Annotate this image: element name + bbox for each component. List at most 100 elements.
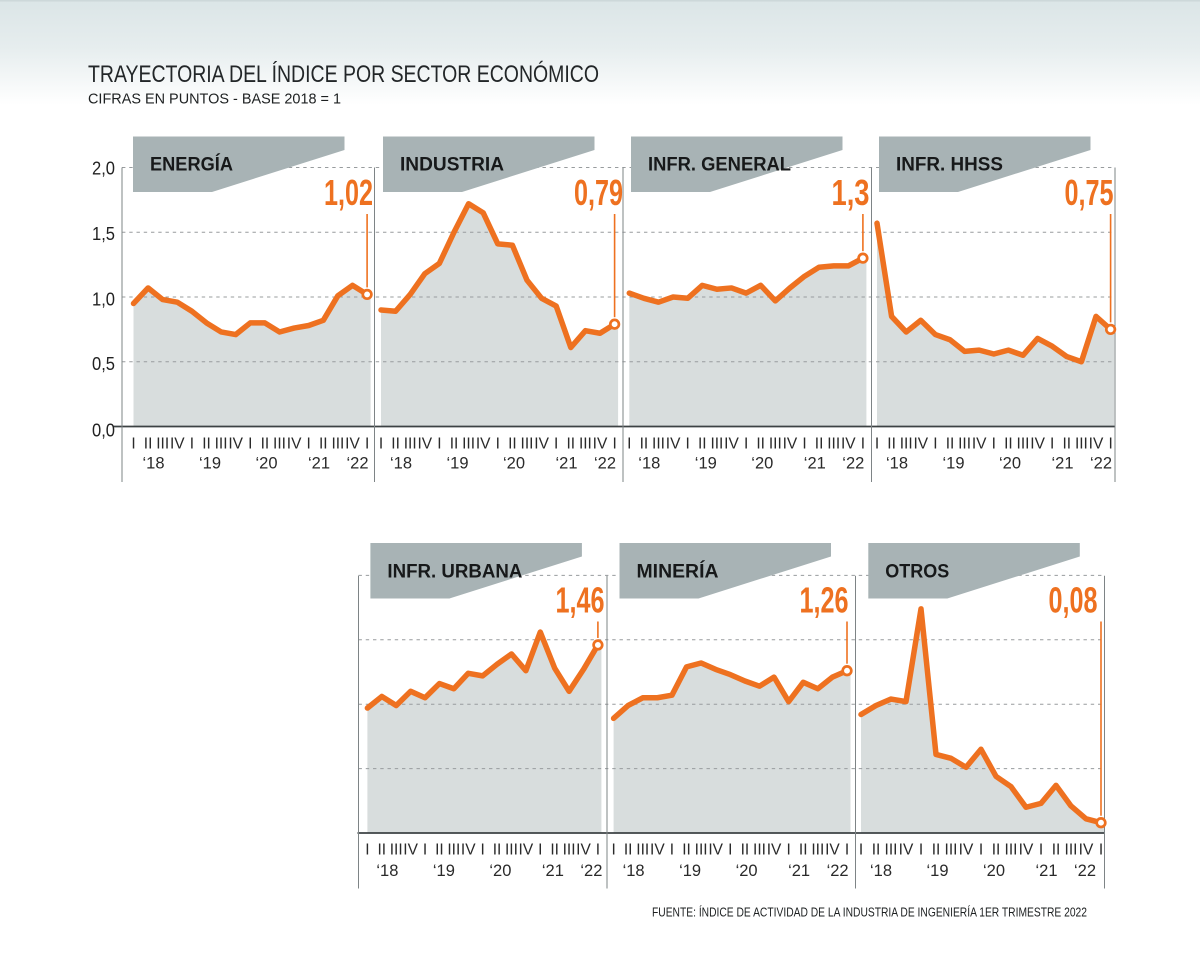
svg-text:I: I xyxy=(802,435,806,452)
svg-text:‘19: ‘19 xyxy=(446,455,468,473)
svg-text:MINERÍA: MINERÍA xyxy=(637,561,719,583)
svg-text:OTROS: OTROS xyxy=(885,562,949,583)
svg-text:ENERGÍA: ENERGÍA xyxy=(150,154,233,176)
svg-text:III: III xyxy=(447,842,460,859)
svg-text:I: I xyxy=(611,842,615,859)
svg-text:‘20: ‘20 xyxy=(736,862,758,880)
svg-text:‘22: ‘22 xyxy=(827,862,849,880)
svg-text:I: I xyxy=(190,435,194,452)
svg-text:‘18: ‘18 xyxy=(142,455,164,473)
svg-text:IV: IV xyxy=(913,435,928,452)
svg-text:III: III xyxy=(636,842,649,859)
svg-text:‘18: ‘18 xyxy=(390,455,412,473)
svg-text:0,08: 0,08 xyxy=(1049,580,1098,621)
svg-text:III: III xyxy=(753,842,766,859)
svg-text:II: II xyxy=(815,435,824,452)
svg-text:TRAYECTORIA DEL ÍNDICE POR SEC: TRAYECTORIA DEL ÍNDICE POR SECTOR ECONÓM… xyxy=(88,61,599,88)
svg-text:I: I xyxy=(538,842,542,859)
svg-text:I: I xyxy=(365,435,369,452)
svg-text:1,0: 1,0 xyxy=(92,290,115,310)
svg-text:I: I xyxy=(845,842,849,859)
svg-text:IV: IV xyxy=(170,435,185,452)
svg-text:I: I xyxy=(859,842,863,859)
svg-text:IV: IV xyxy=(708,842,723,859)
svg-text:1,02: 1,02 xyxy=(324,172,373,213)
svg-text:I: I xyxy=(480,842,484,859)
svg-text:I: I xyxy=(248,435,252,452)
svg-text:‘19: ‘19 xyxy=(679,862,701,880)
svg-text:IV: IV xyxy=(403,842,418,859)
svg-text:III: III xyxy=(827,435,840,452)
svg-text:‘19: ‘19 xyxy=(695,455,717,473)
svg-text:‘19: ‘19 xyxy=(433,862,455,880)
svg-text:I: I xyxy=(1099,842,1103,859)
svg-text:IV: IV xyxy=(576,842,591,859)
svg-text:I: I xyxy=(496,435,500,452)
svg-text:II: II xyxy=(932,842,941,859)
svg-text:II: II xyxy=(1062,435,1071,452)
svg-text:‘21: ‘21 xyxy=(555,455,577,473)
svg-text:‘20: ‘20 xyxy=(751,455,773,473)
svg-text:IV: IV xyxy=(287,435,302,452)
svg-text:0,75: 0,75 xyxy=(1065,172,1114,213)
svg-text:INFR. GENERAL: INFR. GENERAL xyxy=(648,155,791,176)
svg-text:II: II xyxy=(1004,435,1013,452)
svg-text:‘20: ‘20 xyxy=(255,455,277,473)
svg-text:IV: IV xyxy=(417,435,432,452)
svg-text:‘18: ‘18 xyxy=(623,862,645,880)
svg-text:II: II xyxy=(493,842,502,859)
svg-text:I: I xyxy=(612,435,616,452)
svg-text:1,26: 1,26 xyxy=(800,580,849,621)
svg-text:‘18: ‘18 xyxy=(886,455,908,473)
svg-text:II: II xyxy=(319,435,328,452)
svg-text:‘20: ‘20 xyxy=(489,862,511,880)
svg-text:III: III xyxy=(462,435,475,452)
svg-text:‘21: ‘21 xyxy=(542,862,564,880)
svg-text:‘22: ‘22 xyxy=(346,455,368,473)
svg-text:III: III xyxy=(331,435,344,452)
svg-text:‘21: ‘21 xyxy=(804,455,826,473)
svg-text:II: II xyxy=(550,842,559,859)
svg-text:FUENTE: ÍNDICE DE ACTIVIDAD DE: FUENTE: ÍNDICE DE ACTIVIDAD DE LA INDUST… xyxy=(652,905,1087,920)
svg-text:II: II xyxy=(682,842,691,859)
svg-text:I: I xyxy=(686,435,690,452)
svg-text:II: II xyxy=(887,435,896,452)
svg-text:I: I xyxy=(596,842,600,859)
svg-text:‘20: ‘20 xyxy=(999,455,1021,473)
svg-text:1,3: 1,3 xyxy=(832,172,870,213)
svg-text:INDUSTRIA: INDUSTRIA xyxy=(400,155,504,176)
svg-text:‘18: ‘18 xyxy=(376,862,398,880)
svg-text:I: I xyxy=(365,842,369,859)
svg-text:0,79: 0,79 xyxy=(574,172,623,213)
svg-text:III: III xyxy=(563,842,576,859)
svg-text:III: III xyxy=(521,435,534,452)
svg-text:III: III xyxy=(273,435,286,452)
svg-text:II: II xyxy=(872,842,881,859)
svg-text:IV: IV xyxy=(476,435,491,452)
svg-text:I: I xyxy=(670,842,674,859)
svg-text:IV: IV xyxy=(767,842,782,859)
svg-text:I: I xyxy=(933,435,937,452)
svg-text:0,0: 0,0 xyxy=(92,421,115,441)
svg-text:III: III xyxy=(579,435,592,452)
svg-text:I: I xyxy=(861,435,865,452)
svg-text:‘18: ‘18 xyxy=(870,862,892,880)
svg-text:II: II xyxy=(698,435,707,452)
svg-text:III: III xyxy=(215,435,228,452)
svg-text:‘20: ‘20 xyxy=(503,455,525,473)
svg-text:I: I xyxy=(992,435,996,452)
svg-text:III: III xyxy=(945,842,958,859)
svg-text:I: I xyxy=(728,842,732,859)
svg-text:I: I xyxy=(744,435,748,452)
svg-text:‘22: ‘22 xyxy=(1090,455,1112,473)
svg-text:IV: IV xyxy=(724,435,739,452)
svg-text:I: I xyxy=(979,842,983,859)
svg-text:CIFRAS EN PUNTOS - BASE 2018 =: CIFRAS EN PUNTOS - BASE 2018 = 1 xyxy=(88,91,341,108)
svg-text:‘21: ‘21 xyxy=(1035,862,1057,880)
svg-text:III: III xyxy=(1005,842,1018,859)
svg-text:IV: IV xyxy=(959,842,974,859)
svg-text:I: I xyxy=(627,435,631,452)
svg-text:1,46: 1,46 xyxy=(556,580,605,621)
svg-text:II: II xyxy=(377,842,386,859)
svg-text:I: I xyxy=(307,435,311,452)
